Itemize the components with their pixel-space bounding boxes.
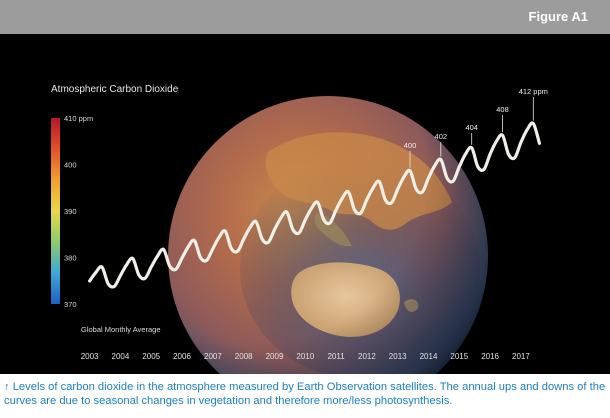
colorbar-label: 370 <box>64 300 77 309</box>
colorbar-label: 390 <box>64 207 77 216</box>
chart-subtitle: Global Monthly Average <box>81 325 161 334</box>
annotation-label: 400 <box>404 141 417 150</box>
co2-line <box>88 121 541 289</box>
x-tick-label: 2006 <box>173 352 191 361</box>
x-tick-label: 2013 <box>389 352 407 361</box>
colorbar: 410 ppm 400 390 380 370 <box>51 114 93 309</box>
x-tick-label: 2003 <box>81 352 99 361</box>
chart-panel: 410 ppm 400 390 380 370 Atmospheric Carbon D… <box>0 34 610 374</box>
annotations-group: 400 402 404 408 412 ppm <box>404 87 548 168</box>
co2-chart: 410 ppm 400 390 380 370 Atmospheric Carbon D… <box>51 84 548 374</box>
x-tick-label: 2008 <box>235 352 253 361</box>
x-tick-label: 2004 <box>112 352 130 361</box>
x-tick-label: 2011 <box>327 352 345 361</box>
annotation-label: 412 ppm <box>519 87 548 96</box>
annotation-label: 408 <box>496 105 509 114</box>
co2-series <box>88 121 541 289</box>
annotation-label: 404 <box>465 123 478 132</box>
x-tick-label: 2012 <box>358 352 376 361</box>
x-tick-label: 2015 <box>450 352 468 361</box>
x-tick-label: 2009 <box>266 352 284 361</box>
figure-header-bar: Figure A1 <box>0 0 610 34</box>
x-tick-label: 2010 <box>296 352 314 361</box>
annotation-label: 402 <box>435 132 448 141</box>
x-tick-label: 2007 <box>204 352 222 361</box>
figure-label: Figure A1 <box>528 9 588 24</box>
x-tick-label: 2016 <box>481 352 499 361</box>
colorbar-label: 410 ppm <box>64 114 93 123</box>
figure-caption: ↑ Levels of carbon dioxide in the atmosp… <box>4 381 606 407</box>
x-tick-label: 2017 <box>512 352 530 361</box>
x-axis: 2003 2004 2005 2006 2007 2008 2009 2010 2011 2012… <box>81 352 531 361</box>
x-tick-label: 2005 <box>142 352 160 361</box>
chart-title: Atmospheric Carbon Dioxide <box>51 84 179 95</box>
colorbar-labels: 410 ppm 400 390 380 370 <box>64 114 93 309</box>
earth-globe <box>168 96 488 374</box>
colorbar-label: 400 <box>64 161 77 170</box>
colorbar-label: 380 <box>64 254 77 263</box>
colorbar-rect <box>51 118 60 304</box>
x-tick-label: 2014 <box>420 352 438 361</box>
